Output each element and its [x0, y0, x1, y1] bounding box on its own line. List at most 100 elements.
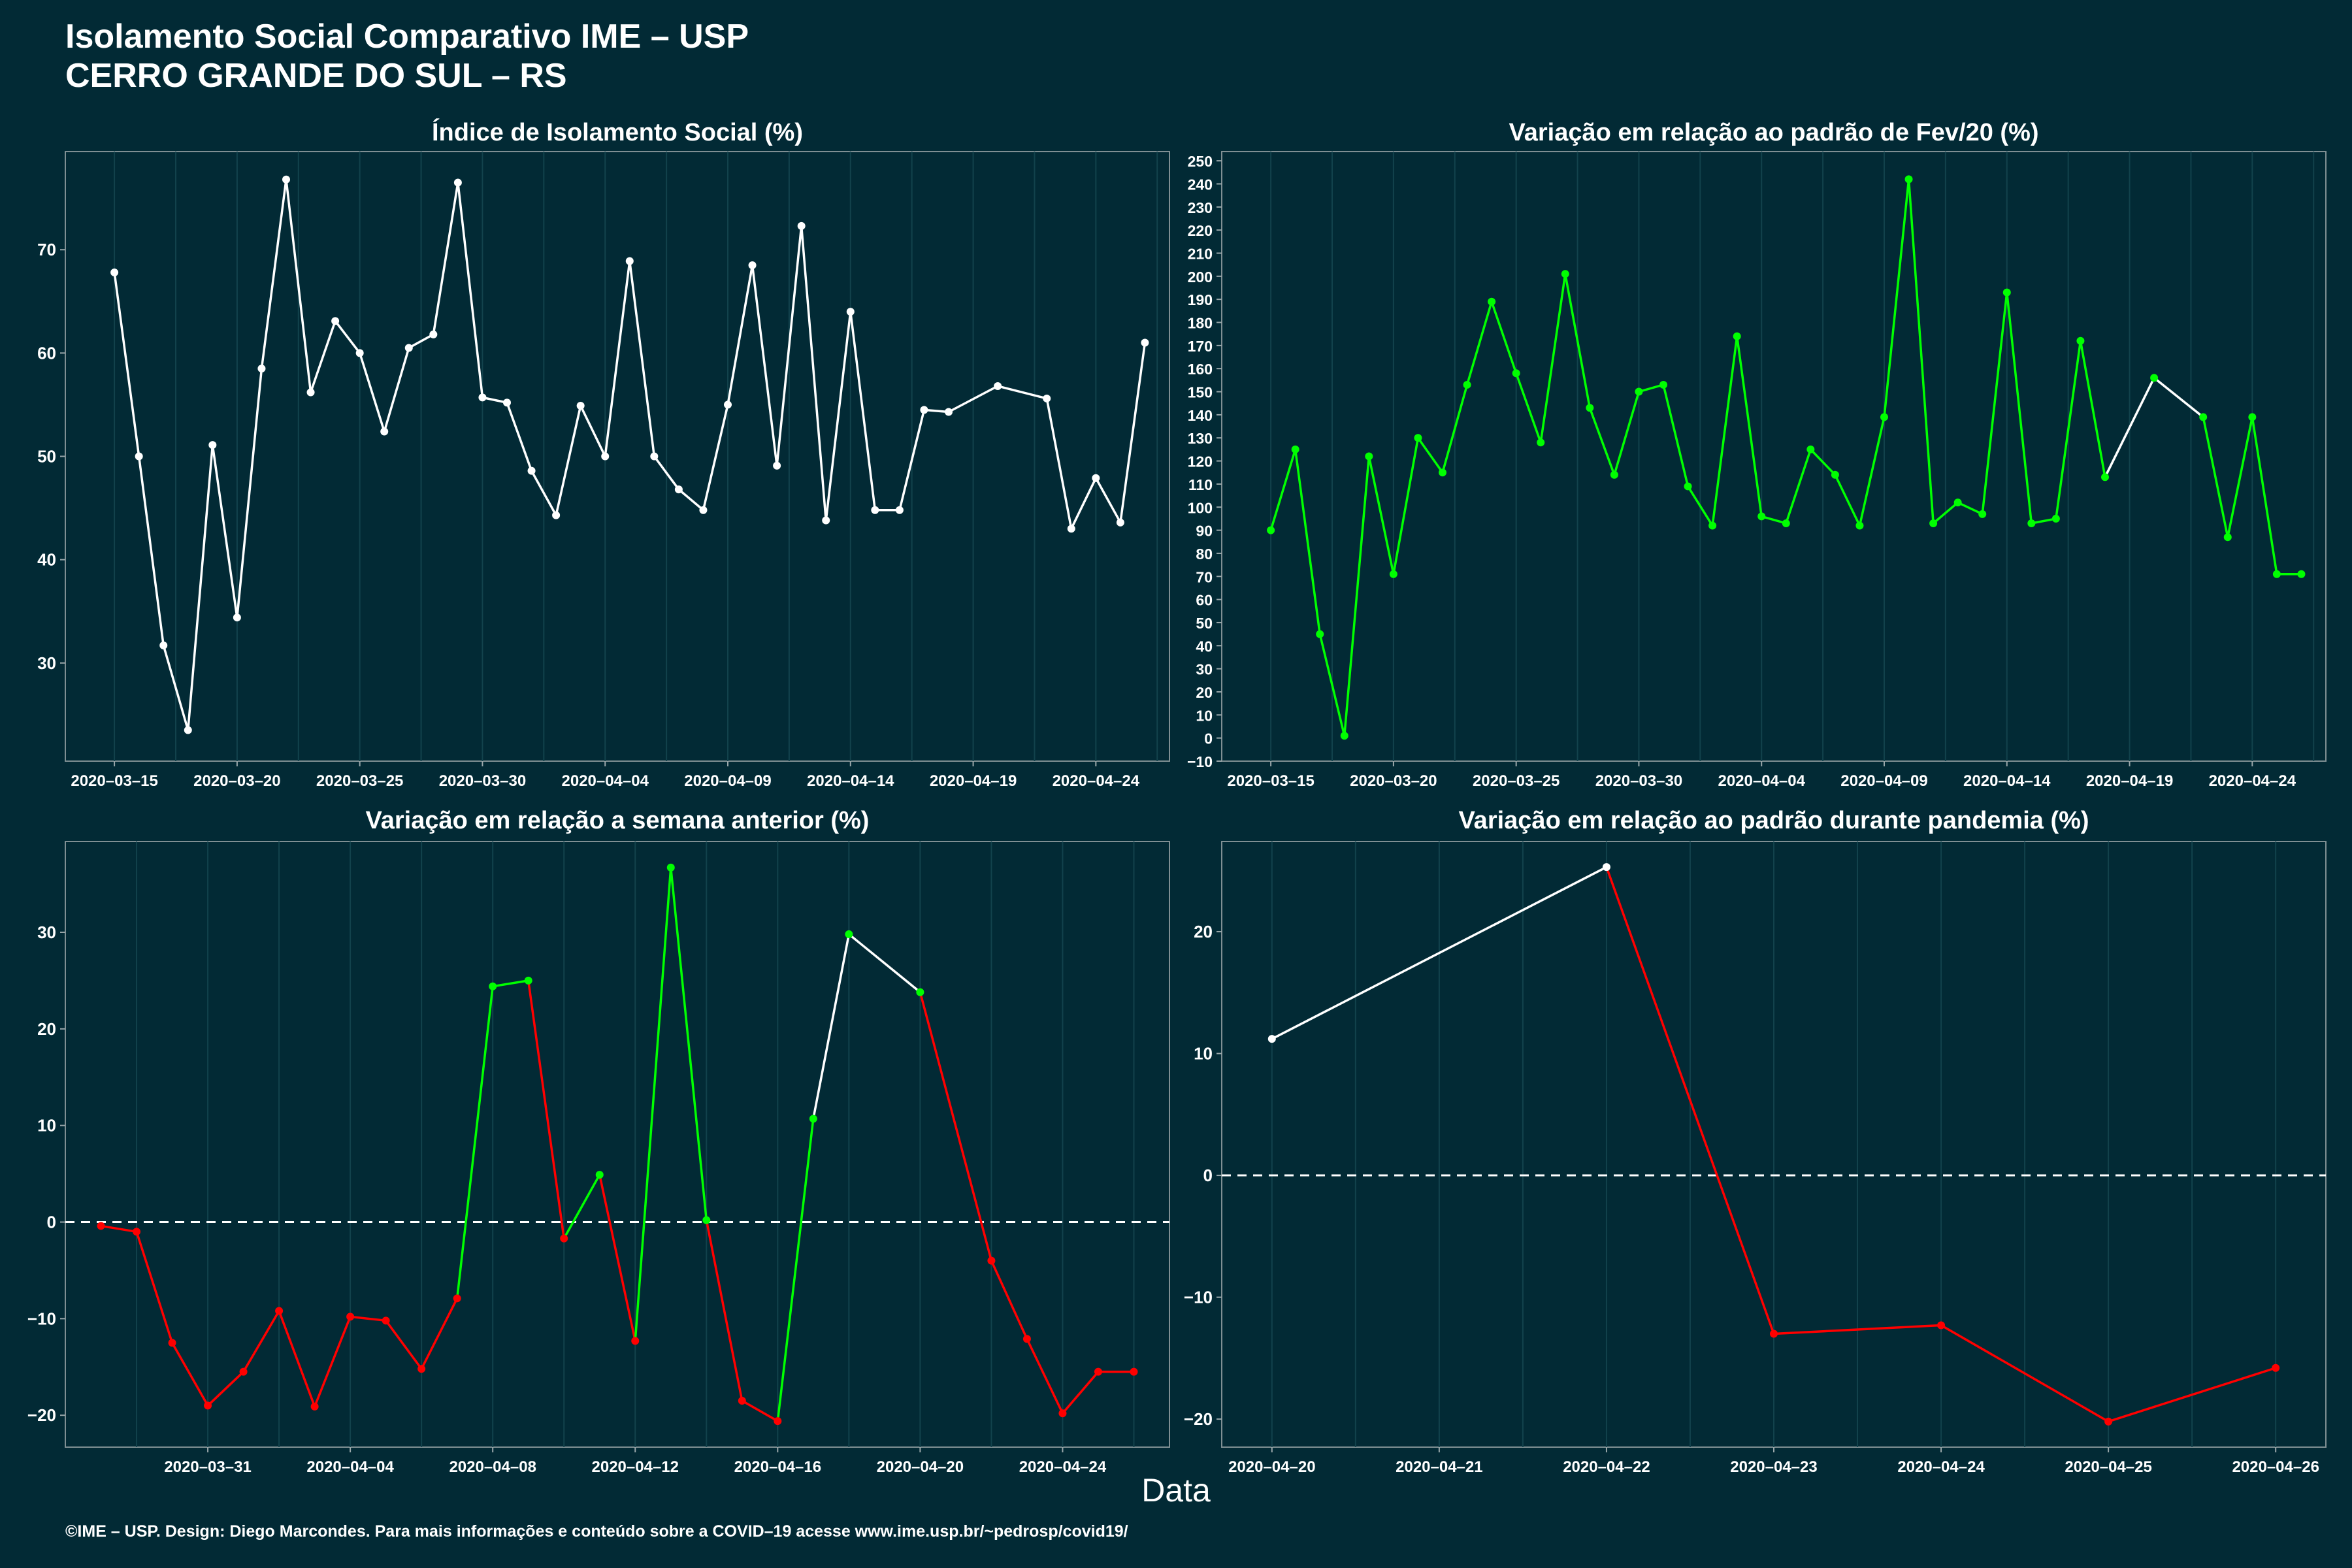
x-tick-label: 2020–04–19	[2086, 772, 2173, 790]
x-tick-label: 2020–04–25	[2065, 1458, 2151, 1476]
x-tick-label: 2020–04–09	[684, 772, 771, 790]
data-point	[601, 452, 610, 461]
data-point	[987, 1256, 996, 1265]
x-tick-label: 2020–04–24	[1019, 1458, 1107, 1476]
data-point	[1782, 519, 1790, 527]
x-tick-label: 2020–04–16	[734, 1458, 821, 1476]
data-point	[1953, 498, 1962, 507]
data-point	[2248, 413, 2257, 421]
data-point	[429, 330, 438, 338]
x-tick-label: 2020–03–31	[164, 1458, 251, 1476]
series-segment	[408, 333, 434, 349]
data-point	[2027, 519, 2036, 527]
y-tick-label: 10	[1196, 707, 1213, 724]
panel-frame	[65, 841, 1170, 1448]
series-segment	[598, 1174, 636, 1341]
data-point	[699, 506, 708, 514]
series-segment	[2251, 417, 2278, 575]
x-tick-label: 2020–03–25	[1473, 772, 1560, 790]
y-tick-label: 20	[37, 1019, 56, 1039]
series-segment	[420, 1298, 459, 1370]
series-segment	[702, 404, 729, 511]
data-point	[382, 1316, 390, 1325]
series-segment	[1687, 485, 1714, 527]
series-segment	[1417, 437, 1444, 474]
chart-title: Índice de Isolamento Social (%)	[432, 118, 803, 146]
series-segment	[492, 979, 529, 988]
y-tick-label: 30	[37, 923, 56, 942]
x-tick-label: 2020–04–04	[306, 1458, 394, 1476]
series-segment	[457, 182, 484, 398]
series-segment	[776, 225, 803, 466]
series-segment	[2227, 417, 2254, 538]
series-segment	[1119, 342, 1147, 523]
data-point	[773, 461, 781, 470]
data-point	[1488, 297, 1496, 306]
data-point	[331, 317, 340, 325]
x-tick-label: 2020–04–20	[1228, 1458, 1315, 1476]
data-point	[208, 441, 217, 449]
y-tick-label: −10	[1187, 753, 1213, 770]
series-segment	[358, 352, 385, 433]
series-segment	[206, 1371, 244, 1407]
series-segment	[990, 1260, 1028, 1340]
data-point	[748, 261, 757, 269]
series-segment	[1773, 1324, 1942, 1335]
data-point	[1659, 380, 1667, 389]
data-point	[1267, 1035, 1276, 1043]
data-point	[994, 382, 1002, 390]
data-point	[2101, 473, 2109, 482]
series-segment	[1441, 384, 1469, 473]
data-point	[797, 221, 806, 230]
x-tick-label: 2020–03–30	[1595, 772, 1682, 790]
data-point	[168, 1339, 176, 1347]
data-point	[945, 408, 953, 416]
y-tick-label: 20	[1194, 922, 1213, 941]
series-segment	[1539, 274, 1567, 443]
data-point	[1439, 468, 1446, 477]
data-point	[2051, 514, 2060, 523]
data-point	[1586, 404, 1594, 412]
series-segment	[898, 409, 926, 511]
data-point	[503, 399, 511, 407]
series-segment	[1343, 456, 1371, 736]
chart-title: Variação em relação ao padrão de Fev/20 …	[1509, 119, 2038, 146]
series-segment	[1981, 292, 2008, 515]
data-point	[2297, 570, 2306, 578]
data-point	[809, 1115, 817, 1123]
y-tick-label: 40	[1196, 638, 1213, 655]
data-point	[478, 393, 487, 402]
series-segment	[432, 182, 459, 335]
data-point	[1855, 521, 1864, 530]
data-point	[204, 1401, 212, 1410]
data-point	[527, 466, 536, 475]
y-tick-label: 50	[37, 447, 56, 466]
series-segment	[1515, 372, 1542, 443]
y-tick-label: 200	[1188, 269, 1213, 286]
series-segment	[187, 444, 214, 730]
data-point	[674, 485, 683, 494]
data-point	[417, 1365, 426, 1373]
data-point	[346, 1313, 355, 1321]
y-tick-label: 110	[1188, 476, 1213, 493]
series-segment	[2031, 517, 2057, 525]
series-segment	[2202, 417, 2229, 538]
y-tick-label: 80	[1196, 546, 1213, 563]
y-tick-label: 60	[1196, 592, 1213, 609]
series-segment	[1613, 391, 1641, 476]
series-segment	[383, 347, 410, 433]
y-tick-label: 0	[47, 1213, 56, 1232]
data-point	[2199, 413, 2208, 421]
series-segment	[506, 402, 533, 472]
series-segment	[555, 405, 582, 516]
x-tick-label: 2020–04–12	[592, 1458, 679, 1476]
series-segment	[236, 368, 263, 618]
series-segment	[580, 405, 606, 457]
y-tick-label: 30	[37, 653, 56, 673]
data-point	[159, 641, 168, 649]
data-point	[822, 516, 830, 525]
data-point	[1067, 525, 1075, 533]
x-tick-label: 2020–04–04	[1718, 772, 1805, 790]
data-point	[2104, 1417, 2113, 1426]
data-point	[453, 1294, 461, 1303]
